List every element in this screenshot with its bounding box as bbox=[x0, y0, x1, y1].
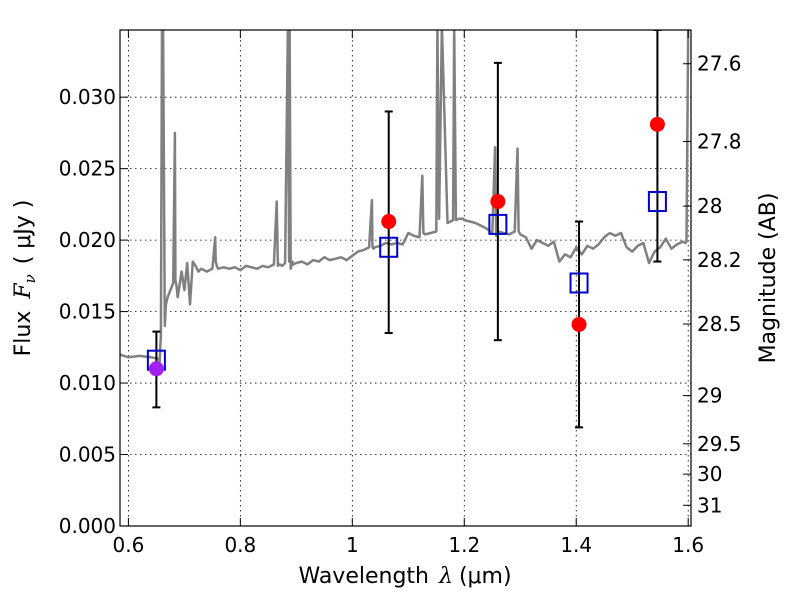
y2-tick-label: 27.8 bbox=[697, 129, 742, 153]
y-tick-label: 0.010 bbox=[59, 371, 116, 395]
y-tick-label: 0.005 bbox=[59, 443, 116, 467]
y2-tick-label: 27.6 bbox=[697, 52, 742, 76]
y-tick-label: 0.030 bbox=[59, 85, 116, 109]
y-tick-label: 0.020 bbox=[59, 228, 116, 252]
axis-ticks bbox=[120, 30, 691, 527]
y-axis-symbol: F bbox=[11, 283, 36, 300]
y2-tick-label: 30 bbox=[697, 462, 722, 486]
model-flux-square bbox=[379, 236, 399, 258]
y2-tick-label: 31 bbox=[697, 493, 722, 517]
x-tick-label: 1.4 bbox=[560, 533, 592, 557]
x-tick-label: 1 bbox=[346, 533, 359, 557]
observed-point bbox=[490, 194, 506, 210]
y-axis-unit: ( μJy ) bbox=[11, 200, 36, 265]
y2-tick-label: 28 bbox=[697, 194, 722, 218]
grid-lines bbox=[120, 30, 691, 527]
y2-tick-label: 29.5 bbox=[697, 432, 742, 456]
x-tick-label: 0.8 bbox=[224, 533, 256, 557]
observed-point bbox=[381, 214, 397, 230]
x-tick-label: 1.2 bbox=[448, 533, 480, 557]
y-tick-label: 0.000 bbox=[59, 514, 116, 538]
x-tick-label: 1.6 bbox=[672, 533, 704, 557]
x-tick-label: 0.6 bbox=[112, 533, 144, 557]
y-axis-title: Flux Fν ( μJy ) bbox=[11, 200, 39, 357]
y-axis-subscript: ν bbox=[21, 274, 39, 283]
observed-point bbox=[571, 316, 587, 332]
y2-tick-label: 28.2 bbox=[697, 248, 742, 272]
model-flux-square bbox=[488, 213, 508, 235]
observed-point bbox=[148, 361, 164, 377]
plot-frame bbox=[119, 29, 692, 527]
model-flux-square bbox=[647, 191, 667, 213]
y2-tick-label: 28.5 bbox=[697, 312, 742, 336]
y-tick-label: 0.025 bbox=[59, 157, 116, 181]
x-axis-title: Wavelength λ (μm) bbox=[298, 564, 511, 589]
plot-area bbox=[120, 30, 690, 429]
spectrum-line bbox=[120, 30, 690, 363]
observed-point bbox=[649, 116, 665, 132]
y-axis-label-text: Flux bbox=[11, 311, 36, 357]
tick-labels: 0.6 0.8 1 1.2 1.4 1.6 0.000 0.005 0.010 0.015 0.02… bbox=[59, 52, 742, 557]
y2-axis-title: Magnitude (AB) bbox=[756, 193, 781, 364]
y2-tick-label: 29 bbox=[697, 384, 722, 408]
model-flux-square bbox=[569, 272, 589, 294]
y-tick-label: 0.015 bbox=[59, 300, 116, 324]
x-axis-label-text: Wavelength bbox=[298, 564, 429, 589]
x-axis-unit: (μm) bbox=[459, 564, 512, 589]
x-axis-symbol: λ bbox=[438, 564, 453, 589]
